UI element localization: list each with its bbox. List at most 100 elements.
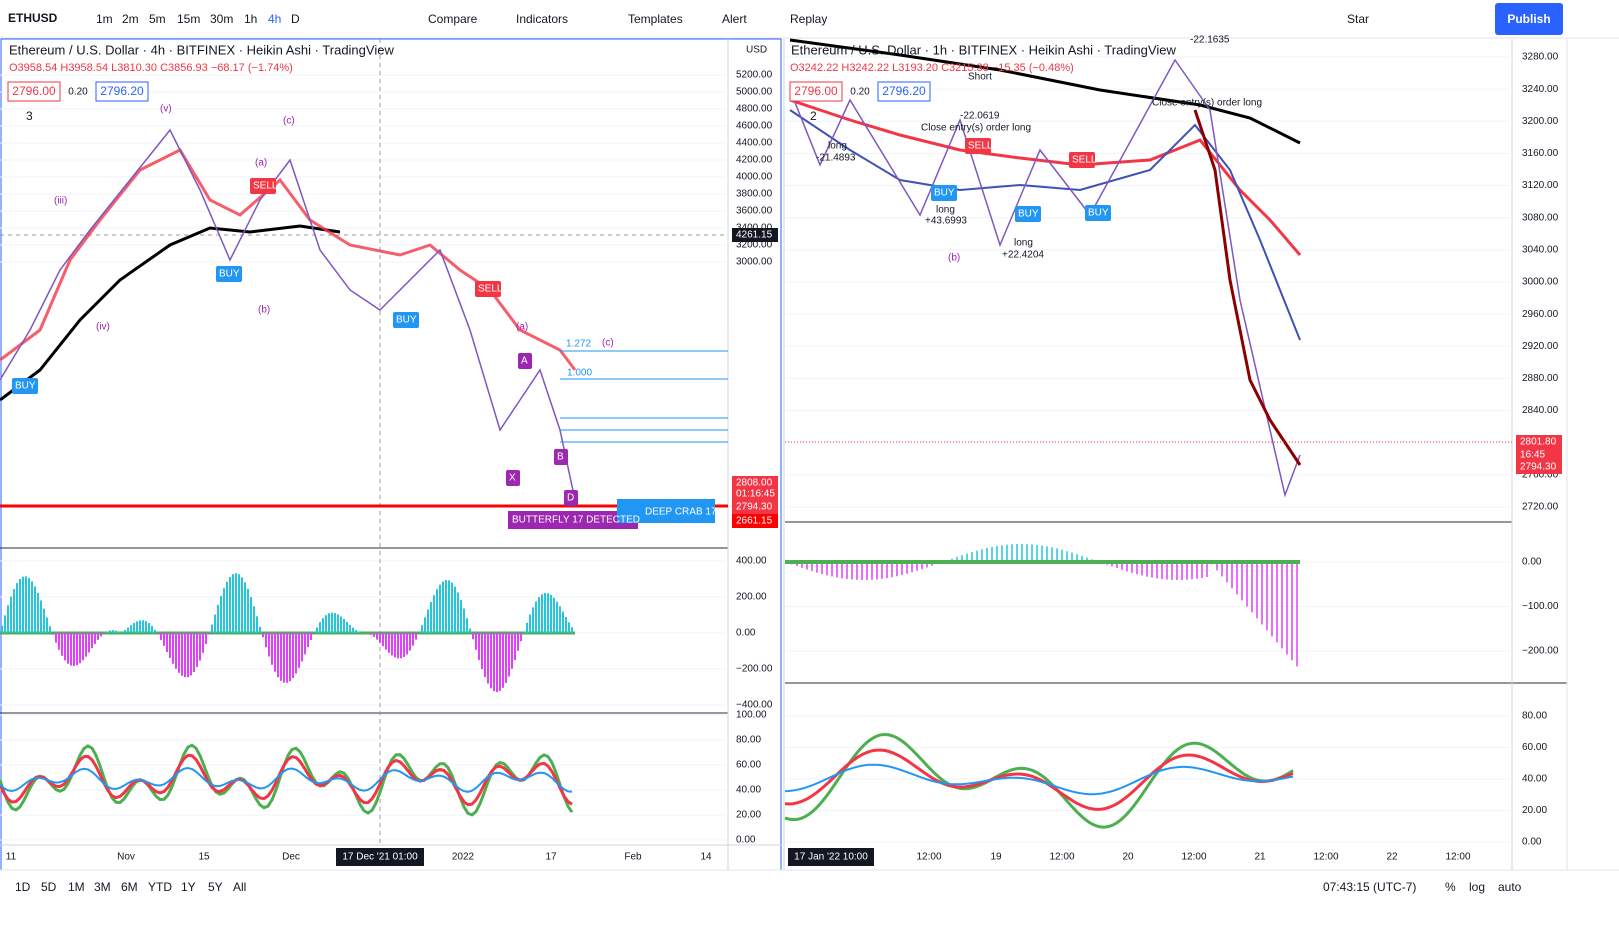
percent-toggle[interactable]: %	[1445, 880, 1456, 894]
compare-button[interactable]: Compare	[428, 12, 478, 26]
annotation-bg	[965, 138, 991, 154]
layout-button[interactable]: Star	[1347, 12, 1369, 26]
last-price-bg	[732, 476, 778, 490]
rsi-tick-label: 60.00	[1522, 742, 1547, 753]
price-tick-label: 3080.00	[1522, 212, 1559, 223]
crosshair-time-bg	[788, 848, 874, 866]
replay-button[interactable]: Replay	[790, 12, 827, 26]
indicators-button[interactable]: Indicators	[516, 12, 568, 26]
indicators-count[interactable]: 2	[810, 109, 817, 123]
range-button[interactable]: 3M	[94, 880, 111, 894]
moving-average	[789, 38, 1301, 145]
interval-button[interactable]: 2m	[122, 12, 139, 26]
time-tick-label: 12:00	[1445, 852, 1470, 863]
annotation-bg	[506, 470, 520, 486]
templates-button[interactable]: Templates	[628, 12, 683, 26]
price-tick-label: 3160.00	[1522, 148, 1559, 159]
price-tick-label: 2760.00	[1522, 469, 1559, 480]
range-button[interactable]: All	[233, 880, 246, 894]
indicators-count[interactable]: 3	[26, 109, 33, 123]
annotation: DEEP CRAB 17	[645, 507, 717, 518]
time-tick-label: 21	[1254, 852, 1266, 863]
ask-box[interactable]	[877, 81, 931, 102]
annotation: SELL	[478, 284, 503, 295]
range-button[interactable]: 1Y	[181, 880, 196, 894]
symbol[interactable]: ETHUSD	[8, 11, 58, 25]
crosshair-time-bg	[336, 848, 424, 866]
publish-button[interactable]	[1495, 3, 1563, 35]
annotation-bg	[1015, 206, 1041, 222]
osc-tick-label: −100.00	[1522, 601, 1559, 612]
price-path	[789, 58, 1301, 498]
annotation: BUY	[15, 381, 36, 392]
bid[interactable]: 2796.00	[12, 84, 56, 98]
price-tick-label: 3800.00	[736, 189, 773, 200]
interval-button[interactable]: D	[291, 12, 300, 26]
rsi-tick-label: 40.00	[736, 785, 761, 796]
interval-button[interactable]: 1h	[244, 12, 257, 26]
ask-box[interactable]	[95, 81, 149, 102]
range-button[interactable]: YTD	[148, 880, 172, 894]
range-button[interactable]: 5Y	[208, 880, 223, 894]
time-tick-label: 12:00	[1313, 852, 1338, 863]
annotation: (iii)	[54, 196, 67, 207]
interval-button[interactable]: 4h	[268, 12, 281, 26]
annotation-bg	[1069, 152, 1095, 168]
crosshair-time: 17 Jan '22 10:00	[794, 852, 868, 863]
annotation: 1.000	[567, 368, 592, 379]
price-tick-label: 2840.00	[1522, 405, 1559, 416]
indicator-line	[0, 753, 573, 807]
price-tick-label: 4000.00	[736, 172, 773, 183]
annotation: A	[521, 356, 528, 367]
last-price-bg	[1516, 435, 1562, 449]
ask[interactable]: 2796.20	[882, 84, 926, 98]
interval-button[interactable]: 1m	[96, 12, 113, 26]
time-tick-label: 20	[1122, 852, 1134, 863]
rsi-tick-label: 80.00	[736, 735, 761, 746]
price-tick-label: 2720.00	[1522, 502, 1559, 513]
price-tick-label: 5000.00	[736, 87, 773, 98]
bid[interactable]: 2796.00	[794, 84, 838, 98]
range-button[interactable]: 1D	[15, 880, 31, 894]
price-tick-label: 4400.00	[736, 138, 773, 149]
interval-button[interactable]: 5m	[149, 12, 166, 26]
annotation-bg	[518, 353, 532, 369]
annotation-bg	[475, 281, 501, 297]
interval-button[interactable]: 15m	[177, 12, 200, 26]
range-button[interactable]: 5D	[41, 880, 57, 894]
annotation: long	[828, 141, 847, 152]
ohlc: O3958.54 H3958.54 L3810.30 C3856.93 −68.…	[9, 62, 293, 74]
range-button[interactable]: 6M	[121, 880, 138, 894]
osc-tick-label: −400.00	[736, 700, 773, 711]
range-button[interactable]: 1M	[68, 880, 85, 894]
annotation: -22.0619	[960, 111, 1000, 122]
price-tick-label: 2920.00	[1522, 341, 1559, 352]
osc-tick-label: 400.00	[736, 556, 767, 567]
spread: 0.20	[850, 87, 870, 98]
annotation-bg	[12, 378, 38, 394]
chart-title: Ethereum / U.S. Dollar · 1h · BITFINEX ·…	[791, 42, 1176, 57]
toolbar-bg	[0, 0, 1619, 38]
publish-label[interactable]: Publish	[1507, 12, 1550, 26]
annotation: B	[557, 452, 564, 463]
osc-tick-label: −200.00	[1522, 646, 1559, 657]
auto-toggle[interactable]: auto	[1498, 880, 1522, 894]
annotation: D	[567, 493, 574, 504]
rsi-tick-label: 0.00	[736, 835, 756, 846]
annotation: BUY	[1018, 209, 1039, 220]
ask[interactable]: 2796.20	[100, 84, 144, 98]
interval-button[interactable]: 30m	[210, 12, 233, 26]
bid-box[interactable]	[789, 81, 843, 102]
indicator-line	[0, 766, 573, 793]
rsi-tick-label: 20.00	[1522, 805, 1547, 816]
osc-tick-label: 200.00	[736, 592, 767, 603]
annotation: BUY	[1088, 208, 1109, 219]
alert-button[interactable]: Alert	[722, 12, 747, 26]
time-tick-label: 14	[700, 852, 712, 863]
annotation: SELL	[253, 181, 278, 192]
rsi-tick-label: 100.00	[736, 710, 767, 721]
bid-box[interactable]	[7, 81, 61, 102]
countdown-bg	[732, 487, 778, 501]
log-toggle[interactable]: log	[1469, 880, 1485, 894]
annotation: BUTTERFLY 17 DETECTED	[512, 515, 640, 526]
